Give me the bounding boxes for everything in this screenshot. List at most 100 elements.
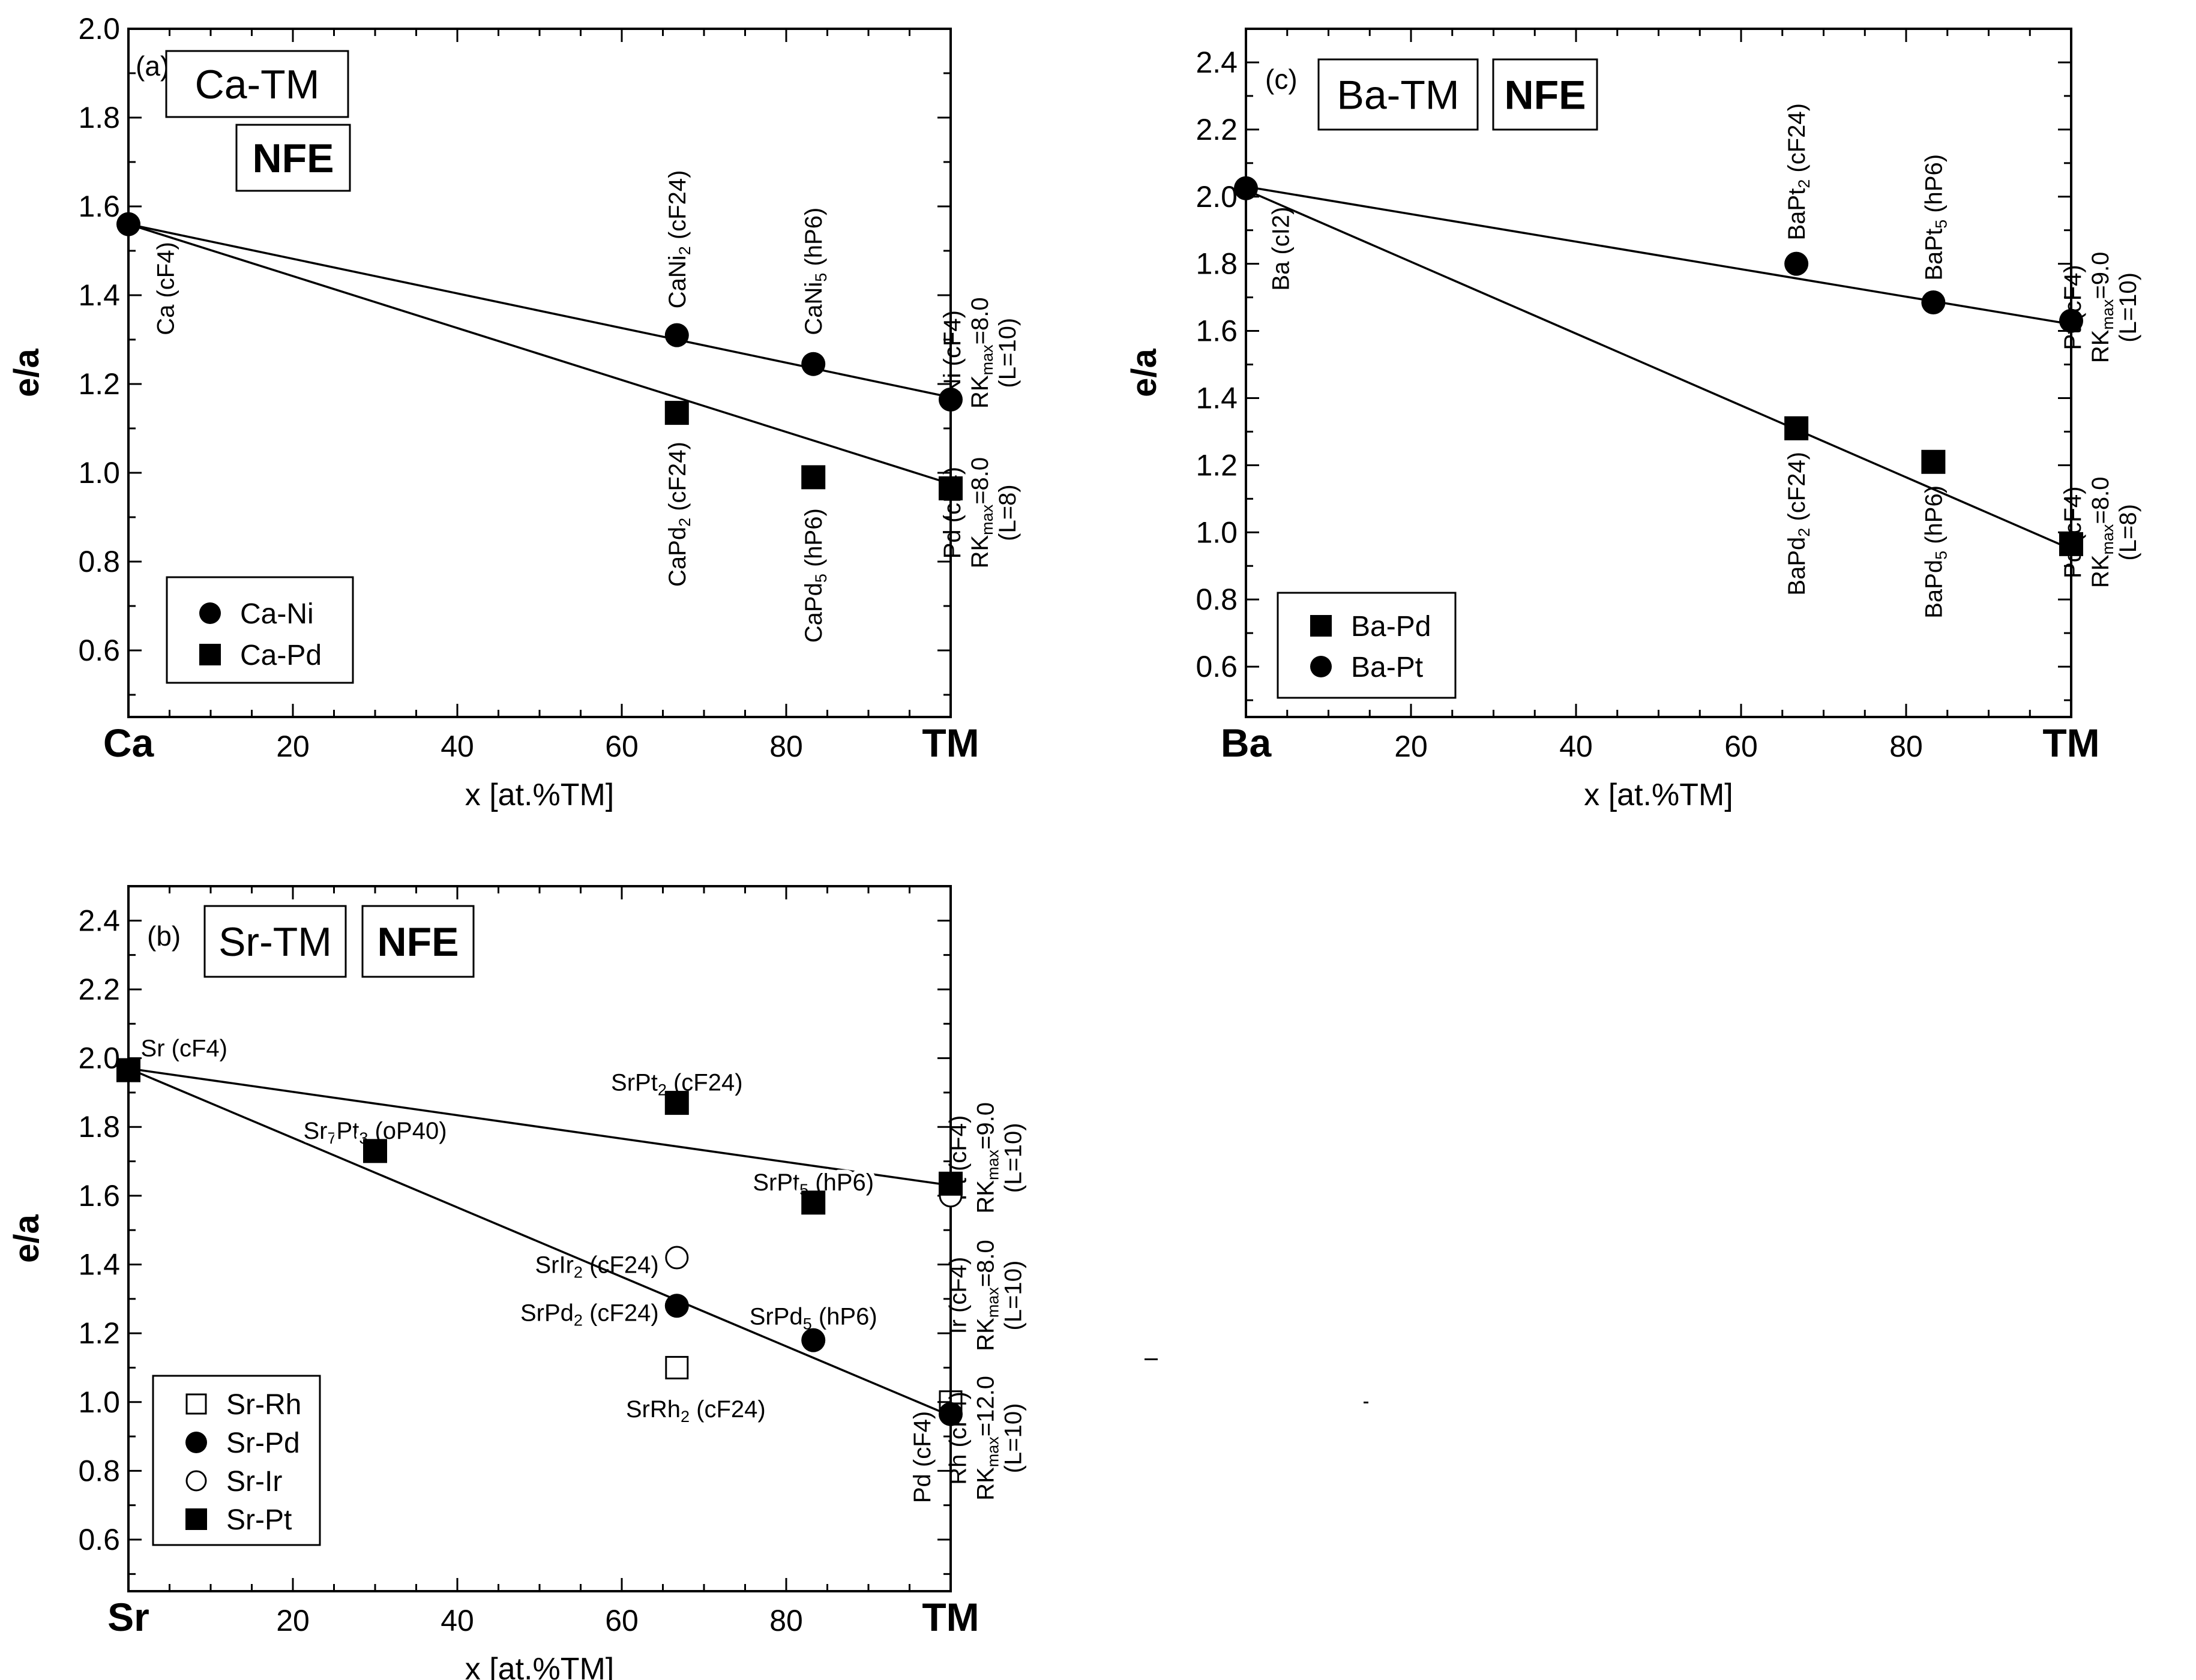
x-tick-label: 40 (1559, 730, 1593, 763)
y-tick-label: 1.2 (78, 1316, 120, 1350)
annotation-text: Sr (cF4) (141, 1035, 227, 1061)
annotation-text: (cF24) (664, 170, 691, 247)
data-point-ba-pt (1234, 176, 1258, 200)
annotation-text: (cF24) (583, 1300, 659, 1327)
x-tick-label: 60 (1724, 730, 1758, 763)
annotation-text: SrRh (626, 1396, 681, 1423)
y-tick-label: 0.6 (1196, 650, 1238, 683)
x-tick-label: 20 (1394, 730, 1428, 763)
annotation-subscript: 2 (676, 518, 694, 527)
annotation-label: RKmax=8.0 (967, 297, 996, 409)
annotation-subscript: 2 (681, 1408, 690, 1426)
annotation-subscript: 7 (327, 1129, 336, 1147)
annotation-subscript: 5 (812, 574, 830, 583)
annotation-text: Ir (cF4) (945, 1257, 972, 1334)
annotation-text: =9.0 (973, 1102, 999, 1150)
legend-label: Sr-Rh (226, 1389, 301, 1421)
annotation-subscript: 2 (574, 1312, 583, 1330)
data-point-sr-pd (801, 1328, 826, 1352)
data-point-sr-rh (665, 1355, 689, 1379)
data-point-sr-pd (939, 1402, 963, 1426)
annotation-text: Pt (cF4) (2060, 265, 2086, 350)
annotation-text: RK (2087, 329, 2114, 363)
annotation-subscript: 5 (812, 273, 830, 282)
annotation-text: =12.0 (973, 1376, 999, 1436)
y-tick-label: 1.6 (78, 190, 120, 223)
legend-box (166, 576, 354, 684)
data-point-ba-pd (1921, 449, 1946, 474)
annotation-subscript: 2 (1795, 528, 1813, 537)
x-tick-label: TM (2042, 721, 2099, 765)
y-tick-label: 0.6 (78, 1523, 120, 1556)
y-axis-label: e/a (7, 1214, 46, 1262)
annotation-text: RK (2087, 554, 2114, 588)
annotation-text: SrPd (520, 1300, 574, 1327)
annotation-text: CaPd (801, 583, 827, 643)
annotation-label: SrPd2 (cF24) (520, 1300, 659, 1330)
x-tick-label: 20 (276, 730, 310, 763)
annotation-subscript: max (984, 1436, 1002, 1468)
annotation-label: RKmax=9.0 (973, 1102, 1002, 1214)
annotation-text: =8.0 (967, 457, 993, 505)
stray-mark (1145, 1358, 1158, 1360)
annotation-label: CaPd5 (hP6) (801, 508, 830, 643)
panel-b: 0.6 0.8 1.0 1.2 1.4 1.6 1.8 2.0 2.2 2.4 Sr 20 40 60 80… (7, 885, 1027, 1680)
y-tick-label: 1.4 (1196, 381, 1238, 415)
annotation-label: Ni (cF4) (939, 310, 966, 395)
y-tick-label: 0.8 (78, 545, 120, 578)
annotation-text: (cF24) (1784, 103, 1810, 179)
y-tick-label: 2.0 (78, 12, 120, 46)
fit-line-sr-pt (128, 1067, 951, 1187)
annotation-text: (L=10) (1000, 1123, 1027, 1193)
x-tick-label: 80 (769, 1604, 803, 1637)
annotation-text: =8.0 (967, 297, 993, 344)
annotation-text: SrPd (750, 1303, 803, 1330)
panel-label: (c) (1265, 64, 1298, 95)
annotation-text: BaPd (1784, 537, 1810, 596)
annotation-text: =8.0 (973, 1240, 999, 1287)
y-tick-label: 1.0 (78, 1385, 120, 1419)
panel-label: (b) (147, 920, 181, 952)
legend-marker-ca-ni (199, 602, 221, 624)
legend-marker-ba-pd (1310, 615, 1332, 637)
annotation-text: =9.0 (2087, 252, 2114, 299)
data-point-ba-pd (1784, 416, 1809, 440)
fit-line-sr-pd (128, 1067, 951, 1417)
y-tick-label: 0.8 (1196, 583, 1238, 616)
annotation-label: SrIr2 (cF24) (535, 1252, 658, 1281)
annotation-text: CaPd (664, 527, 691, 587)
legend-marker-ba-pt (1310, 656, 1332, 677)
legend-label: Ba-Pt (1351, 652, 1423, 683)
annotation-text: (cF24) (583, 1252, 659, 1278)
annotation-subscript: max (2099, 299, 2117, 330)
nfe-label-box (1492, 58, 1598, 131)
y-tick-label: 2.4 (1196, 46, 1238, 79)
y-tick-label: 2.0 (1196, 180, 1238, 214)
annotation-text: Pd (cF4) (909, 1411, 936, 1503)
x-tick-label: Sr (107, 1595, 149, 1639)
annotation-label: CaNi5 (hP6) (801, 208, 830, 335)
annotation-label: RKmax=8.0 (967, 457, 996, 569)
annotation-text: Ca (cF4) (153, 242, 179, 335)
nfe-label-box (235, 124, 351, 192)
y-tick-label: 1.4 (78, 1247, 120, 1281)
annotation-text: RK (967, 375, 993, 409)
annotation-subscript: 2 (658, 1081, 667, 1099)
legend-label: Ca-Pd (240, 640, 322, 671)
annotation-text: Ba (cI2) (1268, 207, 1295, 291)
annotation-text: CaNi (664, 255, 691, 308)
x-tick-label: Ca (103, 721, 155, 765)
y-tick-label: 0.8 (78, 1454, 120, 1487)
panel-c: 0.6 0.8 1.0 1.2 1.4 1.6 1.8 2.0 2.2 2.4 Ba 20 40 60 80… (1125, 28, 2141, 812)
annotation-text: (cF24) (664, 442, 691, 518)
annotation-subscript: max (978, 344, 996, 376)
data-point-ca-ni (664, 323, 689, 347)
y-tick-label: 2.4 (78, 904, 120, 937)
legend-marker-sr-rh (185, 1393, 207, 1415)
system-label: Ba-TM (1337, 73, 1460, 118)
x-tick-label: 60 (605, 730, 639, 763)
annotation-text: Ni (cF4) (939, 310, 966, 395)
annotation-label: RKmax=12.0 (973, 1376, 1002, 1501)
annotation-label: Sr (cF4) (141, 1035, 227, 1061)
annotation-subscript: 5 (1932, 220, 1950, 229)
